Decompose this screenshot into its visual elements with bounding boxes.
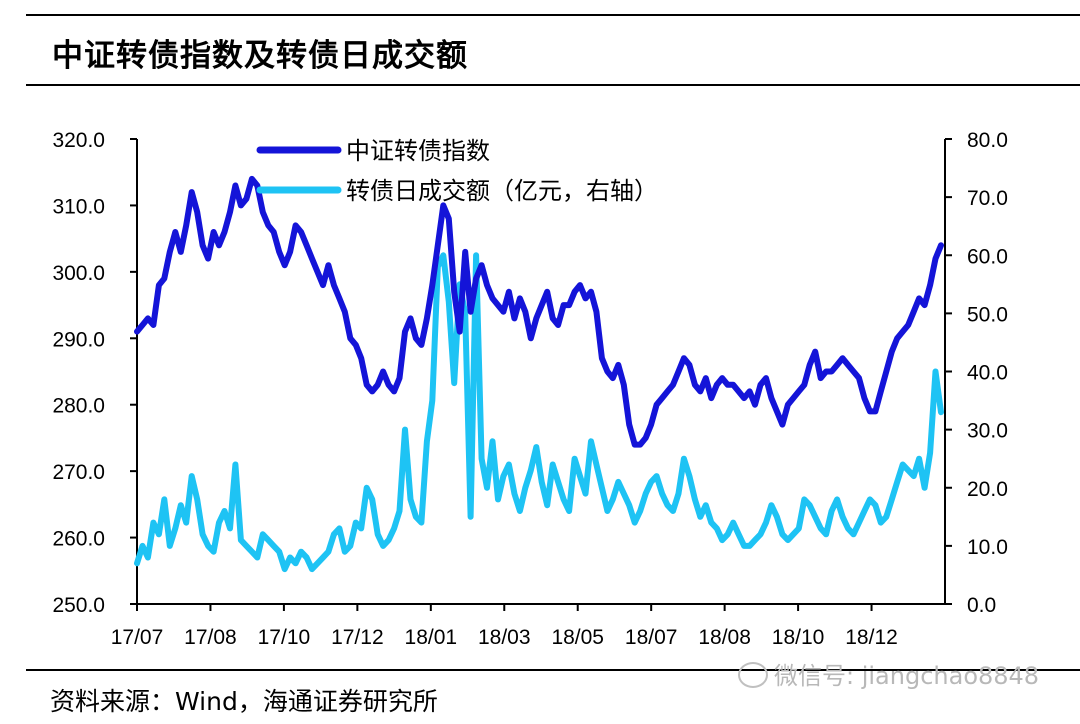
y-left-tick-label: 290.0	[52, 328, 105, 351]
x-tick-label: 18/10	[772, 626, 825, 649]
x-tick-label: 18/03	[478, 626, 531, 649]
wechat-icon	[738, 662, 768, 688]
y-left-tick-label: 280.0	[52, 395, 105, 418]
bottom-rule	[26, 669, 1080, 671]
source-note: 资料来源：Wind，海通证券研究所	[50, 687, 438, 716]
page-title: 中证转债指数及转债日成交额	[52, 38, 468, 74]
y-left-tick-label: 270.0	[52, 461, 105, 484]
x-tick-label: 17/07	[111, 626, 164, 649]
y-right-tick-label: 60.0	[967, 245, 1008, 268]
series-layer	[134, 175, 944, 573]
x-tick-label: 18/08	[698, 626, 751, 649]
x-tick-label: 17/12	[331, 626, 384, 649]
chart-axes: 250.0 260.0 270.0 280.0 290.0 300.0 310.0 320.0…	[52, 129, 1007, 649]
watermark-text: 微信号: jiangchao8848	[774, 662, 1040, 690]
x-tick-label: 18/01	[405, 626, 458, 649]
y-right-tick-label: 80.0	[967, 129, 1008, 152]
chart: 250.0 260.0 270.0 280.0 290.0 300.0 310.0 320.0…	[52, 129, 1007, 649]
y-left-tick-label: 320.0	[52, 129, 105, 152]
legend-label-index: 中证转债指数	[346, 137, 490, 165]
y-right-tick-label: 0.0	[967, 594, 996, 617]
title-rule	[26, 84, 1080, 86]
y-right-tick-label: 20.0	[967, 478, 1008, 501]
x-tick-label: 18/05	[551, 626, 604, 649]
y-right-tick-label: 10.0	[967, 536, 1008, 559]
y-right-tick-label: 30.0	[967, 420, 1008, 443]
x-tick-label: 18/07	[625, 626, 678, 649]
x-tick-label: 17/10	[258, 626, 311, 649]
y-left-tick-label: 310.0	[52, 195, 105, 218]
series-line-volume	[134, 252, 944, 573]
x-tick-label: 18/12	[845, 626, 898, 649]
legend-label-volume: 转债日成交额（亿元，右轴）	[346, 177, 658, 205]
y-right-tick-label: 70.0	[967, 187, 1008, 210]
wechat-watermark: 微信号: jiangchao8848	[738, 656, 1039, 691]
y-right-tick-label: 40.0	[967, 362, 1008, 385]
y-left-tick-label: 300.0	[52, 262, 105, 285]
y-left-tick-label: 260.0	[52, 528, 105, 551]
x-tick-label: 17/08	[184, 626, 237, 649]
y-left-tick-label: 250.0	[52, 594, 105, 617]
series-line-index	[134, 175, 944, 448]
y-right-tick-label: 50.0	[967, 303, 1008, 326]
top-rule	[26, 14, 1080, 16]
